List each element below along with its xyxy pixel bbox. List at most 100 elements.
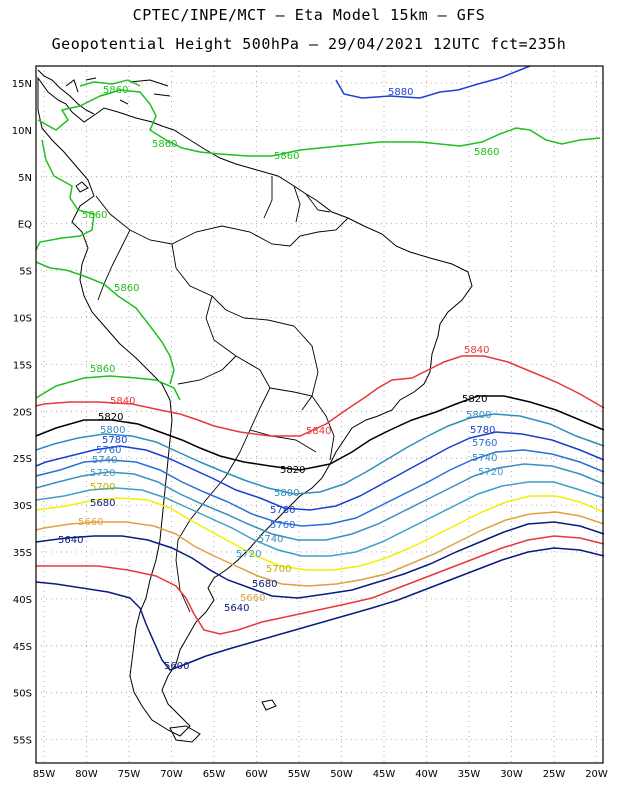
label-5820: 5820	[280, 465, 305, 476]
contour-5720	[35, 481, 605, 557]
contour-5840-east	[35, 355, 605, 437]
lat-tick-label: 40S	[13, 595, 32, 606]
label-5720: 5720	[236, 549, 261, 560]
label-5840: 5840	[464, 345, 489, 356]
contour-5780	[35, 431, 605, 511]
lon-tick-label: 50W	[330, 769, 353, 780]
label-5680: 5680	[90, 498, 115, 509]
longitude-labels: 85W 80W 75W 70W 65W 60W 55W 50W 45W 40W 35W 30W 25W 2…	[33, 769, 608, 780]
contour-5880	[335, 65, 531, 99]
label-5740: 5740	[472, 453, 497, 464]
label-5860: 5860	[114, 283, 139, 294]
label-5860: 5860	[474, 147, 499, 158]
lon-tick-label: 30W	[500, 769, 523, 780]
label-5640: 5640	[224, 603, 249, 614]
lon-tick-label: 60W	[245, 769, 268, 780]
contour-5740	[35, 463, 605, 541]
lon-tick-label: 25W	[543, 769, 566, 780]
lat-tick-label: EQ	[18, 220, 32, 231]
label-5680: 5680	[252, 579, 277, 590]
label-5760: 5760	[270, 520, 295, 531]
map-frame	[35, 65, 604, 764]
contour-5860-south	[35, 375, 181, 401]
contour-5620	[35, 547, 605, 671]
lon-tick-label: 40W	[415, 769, 438, 780]
latitude-labels: 15N 10N 5N EQ 5S 10S 15S 20S 25S 30S 35S 40S 45S 50S 5…	[12, 79, 32, 747]
lon-tick-label: 70W	[160, 769, 183, 780]
central-america	[37, 69, 95, 115]
lat-tick-label: 5S	[19, 267, 32, 278]
tierra-del-fuego	[169, 725, 201, 743]
contour-5660	[35, 521, 605, 599]
label-5760: 5760	[472, 438, 497, 449]
galapagos	[75, 181, 89, 193]
label-5840: 5840	[110, 396, 135, 407]
lat-tick-label: 55S	[13, 736, 32, 747]
lat-tick-label: 10N	[12, 126, 32, 137]
lat-tick-label: 15S	[13, 360, 32, 371]
label-5740: 5740	[92, 455, 117, 466]
label-5820: 5820	[98, 412, 123, 423]
label-5740: 5740	[258, 534, 283, 545]
lon-tick-label: 55W	[288, 769, 311, 780]
lon-tick-label: 85W	[33, 769, 56, 780]
label-5780: 5780	[270, 505, 295, 516]
contour-5860-pacific	[35, 261, 175, 385]
lat-lon-grid	[36, 66, 603, 763]
label-5700: 5700	[266, 564, 291, 575]
label-5880: 5880	[388, 87, 413, 98]
contour-5760	[35, 449, 605, 527]
lat-tick-label: 15N	[12, 79, 32, 90]
label-5860: 5860	[274, 151, 299, 162]
label-5780: 5780	[102, 435, 127, 446]
label-5860: 5860	[90, 364, 115, 375]
label-5600: 5600	[164, 661, 189, 672]
map-title-line1: CPTEC/INPE/MCT – Eta Model 15km – GFS	[132, 6, 486, 24]
label-5760: 5760	[96, 445, 121, 456]
contour-5860-west	[35, 139, 95, 251]
label-5780: 5780	[470, 425, 495, 436]
lon-tick-label: 65W	[203, 769, 226, 780]
label-5860: 5860	[82, 210, 107, 221]
lat-tick-label: 50S	[13, 689, 32, 700]
contour-5820	[35, 395, 605, 471]
contour-5640	[36, 535, 605, 635]
label-5660: 5660	[78, 517, 103, 528]
label-5840: 5840	[306, 426, 331, 437]
map-title-line2: Geopotential Height 500hPa – 29/04/2021 …	[51, 35, 567, 53]
lon-tick-label: 20W	[585, 769, 608, 780]
label-5700: 5700	[90, 482, 115, 493]
label-5860: 5860	[152, 139, 177, 150]
label-5660: 5660	[240, 593, 265, 604]
label-5800: 5800	[100, 425, 125, 436]
lat-tick-label: 25S	[13, 454, 32, 465]
lat-tick-label: 20S	[13, 407, 32, 418]
country-borders	[95, 176, 349, 613]
lon-tick-label: 75W	[118, 769, 141, 780]
contour-5860-north	[37, 89, 601, 157]
label-5800: 5800	[274, 488, 299, 499]
coastline-layer	[37, 69, 473, 743]
south-america-coastline	[37, 76, 473, 737]
label-5720: 5720	[90, 468, 115, 479]
lon-tick-label: 80W	[75, 769, 98, 780]
lat-tick-label: 30S	[13, 501, 32, 512]
contour-5700	[35, 495, 605, 571]
label-5860: 5860	[103, 85, 128, 96]
lat-tick-label: 5N	[18, 173, 32, 184]
label-5720: 5720	[478, 467, 503, 478]
lat-tick-label: 45S	[13, 642, 32, 653]
geopotential-contours	[35, 65, 605, 671]
label-5820: 5820	[462, 394, 487, 405]
contour-5860-island	[79, 79, 141, 97]
lat-tick-label: 35S	[13, 548, 32, 559]
lon-tick-label: 35W	[458, 769, 481, 780]
label-5800: 5800	[466, 410, 491, 421]
caribbean-islands	[85, 77, 171, 105]
contour-labels: 5880 5860 5860 5860 5860 5860 5860 5860 …	[58, 85, 503, 672]
falkland-islands	[261, 699, 277, 711]
label-5640: 5640	[58, 535, 83, 546]
lat-tick-label: 10S	[13, 314, 32, 325]
contour-5680	[35, 511, 605, 587]
